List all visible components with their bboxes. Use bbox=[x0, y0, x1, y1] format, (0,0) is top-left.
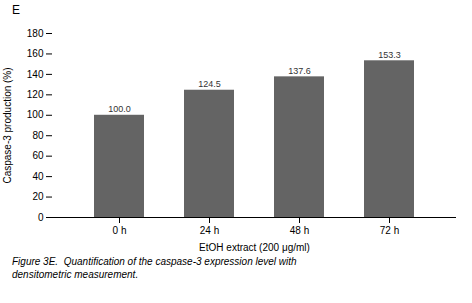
html-text:E: E bbox=[12, 3, 20, 17]
svg-text:40: 40 bbox=[32, 171, 44, 182]
svg-text:60: 60 bbox=[32, 150, 44, 161]
html-text:Figure 3E. Quantification of t: Figure 3E. Quantification of the caspase… bbox=[12, 256, 297, 267]
svg-text:100: 100 bbox=[27, 109, 44, 120]
svg-text:137.6: 137.6 bbox=[288, 66, 311, 76]
svg-text:140: 140 bbox=[27, 69, 44, 80]
svg-text:120: 120 bbox=[27, 89, 44, 100]
svg-text:48 h: 48 h bbox=[290, 225, 309, 236]
svg-text:180: 180 bbox=[27, 28, 44, 39]
svg-text:100.0: 100.0 bbox=[108, 104, 131, 114]
svg-text:24 h: 24 h bbox=[200, 225, 219, 236]
svg-text:20: 20 bbox=[32, 191, 44, 202]
svg-text:Caspase-3 production (%): Caspase-3 production (%) bbox=[2, 67, 13, 183]
html-text:densitometric measurement.: densitometric measurement. bbox=[12, 269, 139, 280]
svg-text:80: 80 bbox=[32, 130, 44, 141]
svg-text:124.5: 124.5 bbox=[198, 79, 221, 89]
svg-text:0: 0 bbox=[38, 212, 44, 223]
svg-text:160: 160 bbox=[27, 48, 44, 59]
svg-text:153.3: 153.3 bbox=[378, 50, 401, 60]
svg-text:EtOH extract (200 μg/ml): EtOH extract (200 μg/ml) bbox=[199, 242, 310, 253]
svg-text:72 h: 72 h bbox=[380, 225, 399, 236]
svg-text:0 h: 0 h bbox=[113, 225, 127, 236]
